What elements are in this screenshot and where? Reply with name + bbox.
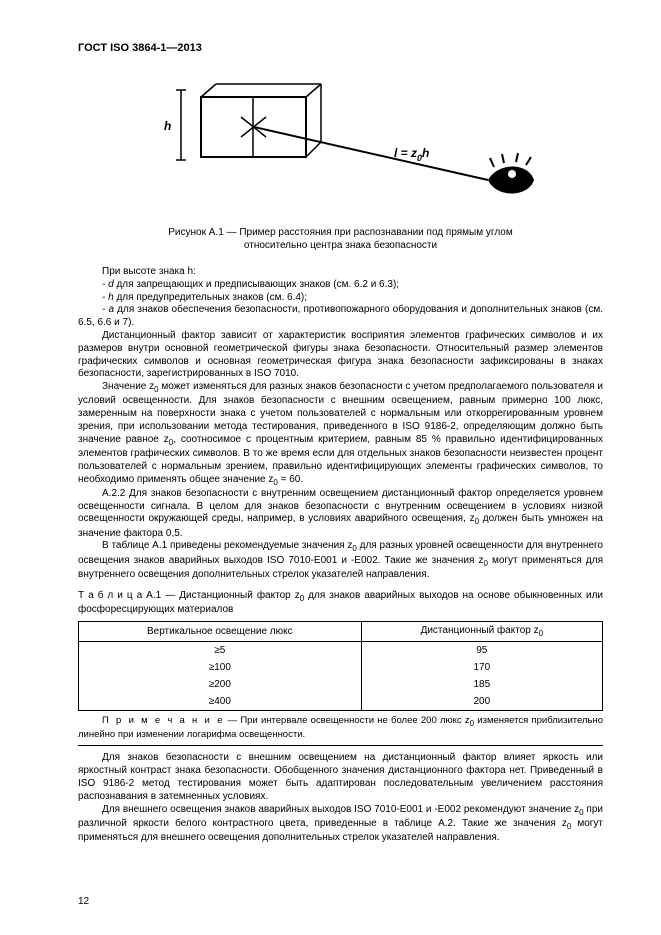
para-8: В таблице А.1 приведены рекомендуемые зн… xyxy=(78,540,603,581)
page-number: 12 xyxy=(78,896,89,907)
figure-svg: h l = z0h xyxy=(146,72,536,212)
table-row: ≥100170 xyxy=(79,659,603,676)
table-caption: Т а б л и ц а А.1 — Дистанционный фактор… xyxy=(78,590,603,617)
table-row: ≥595 xyxy=(79,641,603,659)
table-col2-header: Дистанционный фактор z0 xyxy=(361,621,602,641)
table-col1-header: Вертикальное освещение люкс xyxy=(79,621,362,641)
figure-caption: Рисунок А.1 — Пример расстояния при расп… xyxy=(78,226,603,252)
eye-icon xyxy=(488,153,534,194)
para-7: А.2.2 Для знаков безопасности с внутренн… xyxy=(78,488,603,541)
after-text: Для знаков безопасности с внешним освеще… xyxy=(78,752,603,844)
body-text: При высоте знака h: - d для запрещающих … xyxy=(78,266,603,582)
para-5: Дистанционный фактор зависит от характер… xyxy=(78,330,603,381)
table-header-row: Вертикальное освещение люкс Дистанционны… xyxy=(79,621,603,641)
para-h-intro: При высоте знака h: xyxy=(78,266,603,279)
para-d: - d для запрещающих и предписывающих зна… xyxy=(78,279,603,292)
table-note: П р и м е ч а н и е — При интервале осве… xyxy=(78,715,603,742)
doc-header: ГОСТ ISО 3864-1—2013 xyxy=(78,42,603,54)
table-row: ≥400200 xyxy=(79,693,603,711)
para-a: - a для знаков обеспечения безопасности,… xyxy=(78,304,603,330)
figure-a1: h l = z0h xyxy=(78,72,603,212)
after-p2: Для внешнего освещения знаков аварийных … xyxy=(78,804,603,845)
table-a1: Вертикальное освещение люкс Дистанционны… xyxy=(78,621,603,711)
figure-h-label: h xyxy=(164,119,171,133)
para-6: Значение z0 может изменяться для разных … xyxy=(78,381,603,488)
table-row: ≥200185 xyxy=(79,676,603,693)
after-p1: Для знаков безопасности с внешним освеще… xyxy=(78,752,603,803)
para-hh: - h для предупредительных знаков (см. 6.… xyxy=(78,292,603,305)
